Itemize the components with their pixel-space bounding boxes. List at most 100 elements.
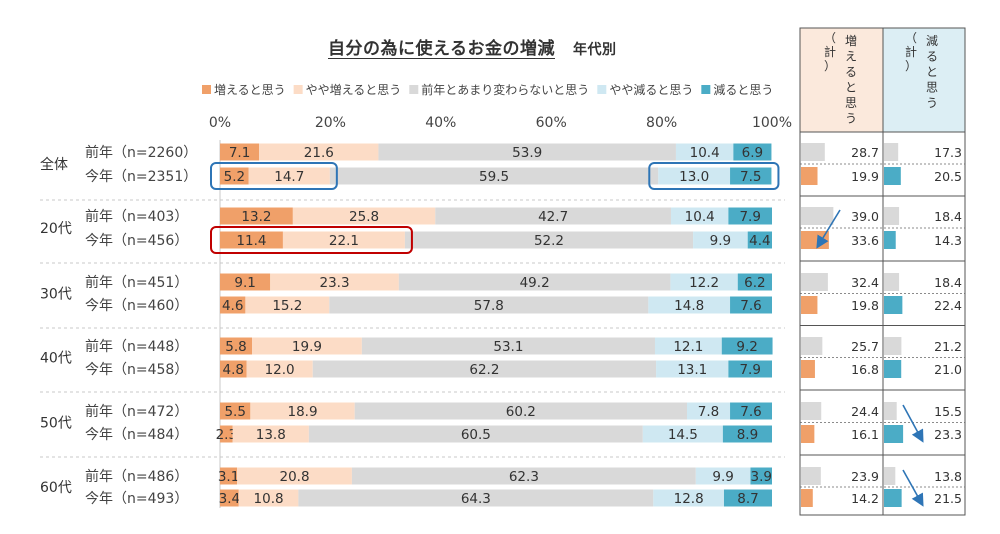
bar-value-label: 3.9 <box>750 469 771 485</box>
panel-bar-decrease-total <box>884 273 900 291</box>
bar-segment-slight_decrease <box>653 489 724 507</box>
bar-value-label: 13.2 <box>241 209 271 225</box>
bar-segment-no_change <box>398 273 671 291</box>
bar-segment-increase <box>220 207 293 225</box>
panel-header-decrease-char: 思 <box>926 81 938 95</box>
bar-value-label: 7.9 <box>739 209 760 225</box>
x-tick-label-0: 0% <box>209 115 231 131</box>
legend-label-decrease: 減ると思う <box>713 82 773 97</box>
panel-bar-decrease-total <box>884 231 896 249</box>
x-tick-label-100: 100% <box>752 115 792 131</box>
bar-value-label: 5.5 <box>224 404 245 420</box>
panel-bar-decrease-total <box>884 360 902 378</box>
panel-bar-increase-total <box>801 402 822 420</box>
panel-header-increase-paren: 計 <box>824 44 836 59</box>
bar-value-label: 64.3 <box>461 491 491 507</box>
bar-segment-slight_decrease <box>658 167 731 185</box>
bar-segment-slight_decrease <box>686 402 731 420</box>
bar-segment-decrease <box>730 296 772 314</box>
panel-value-decrease-total: 23.3 <box>934 427 962 442</box>
bar-segment-no_change <box>351 467 696 485</box>
panel-header-increase-char: る <box>845 65 857 79</box>
panel-value-increase-total: 23.9 <box>851 469 879 484</box>
group-label: 全体 <box>40 156 68 173</box>
bar-value-label: 6.9 <box>742 145 763 161</box>
bar-segment-no_change <box>378 143 676 161</box>
row-label: 前年（n=2260） <box>85 144 197 161</box>
bar-segment-increase <box>220 296 246 314</box>
bar-segment-slight_decrease <box>642 425 723 443</box>
bar-segment-no_change <box>298 489 654 507</box>
panel-bar-increase-total <box>801 467 821 485</box>
bar-value-label: 23.3 <box>320 275 350 291</box>
panel-bar-increase-total <box>801 489 813 507</box>
panel-header-decrease-char: と <box>926 65 938 79</box>
bar-value-label: 62.3 <box>509 469 539 485</box>
bar-segment-no_change <box>354 402 687 420</box>
group-label: 30代 <box>40 287 72 303</box>
panel-value-increase-total: 28.7 <box>851 145 879 160</box>
row-label: 前年（n=451） <box>85 274 188 291</box>
bar-value-label: 22.1 <box>329 233 359 249</box>
panel-header-decrease-char: る <box>926 50 938 64</box>
row-label: 今年（n=493） <box>85 491 188 507</box>
bar-segment-slight_increase <box>252 337 362 355</box>
panel-bar-increase-total <box>801 425 815 443</box>
bar-segment-increase <box>220 360 247 378</box>
bar-segment-no_change <box>312 360 657 378</box>
panel-header-decrease-paren: ） <box>905 59 917 73</box>
panel-header-decrease-bg <box>883 28 965 132</box>
panel-bar-decrease-total <box>884 467 896 485</box>
panel-value-decrease-total: 13.8 <box>934 469 962 484</box>
panel-value-increase-total: 24.4 <box>851 404 879 419</box>
x-tick-label-20: 20% <box>315 115 346 131</box>
bar-segment-decrease <box>722 425 772 443</box>
highlight-box-red <box>210 226 413 254</box>
bar-value-label: 9.9 <box>712 469 733 485</box>
panel-value-decrease-total: 21.5 <box>934 491 962 506</box>
panel-bar-decrease-total <box>884 207 900 225</box>
panel-bar-decrease-total <box>884 402 897 420</box>
x-tick-label-80: 80% <box>646 115 677 131</box>
bar-value-label: 3.1 <box>218 469 239 485</box>
bar-value-label: 12.8 <box>674 491 704 507</box>
bar-segment-decrease <box>733 143 772 161</box>
row-label: 前年（n=472） <box>85 403 188 420</box>
panel-bar-decrease-total <box>884 489 902 507</box>
bar-segment-increase <box>220 489 239 507</box>
legend-label-no_change: 前年とあまり変わらないと思う <box>421 82 589 97</box>
panel-bar-increase-total <box>801 273 828 291</box>
bar-segment-slight_increase <box>237 467 352 485</box>
bar-value-label: 19.9 <box>292 339 322 355</box>
group-label: 50代 <box>40 416 72 432</box>
panel-value-increase-total: 39.0 <box>851 209 879 224</box>
panel-header-increase-paren: ） <box>824 59 836 73</box>
bar-segment-slight_decrease <box>656 360 729 378</box>
row-label: 今年（n=460） <box>85 298 188 314</box>
bar-value-label: 4.4 <box>749 233 770 249</box>
group-label: 40代 <box>40 351 72 367</box>
group-label: 60代 <box>40 480 72 496</box>
bar-segment-decrease <box>747 231 772 249</box>
bar-segment-increase <box>220 231 283 249</box>
legend-swatch-increase <box>202 85 211 94</box>
bar-value-label: 13.8 <box>256 427 286 443</box>
panel-bar-increase-total <box>801 207 834 225</box>
panel-bar-decrease-total <box>884 296 903 314</box>
bar-segment-slight_increase <box>250 402 355 420</box>
bar-value-label: 13.1 <box>677 362 707 378</box>
panel-value-decrease-total: 22.4 <box>934 298 962 313</box>
bar-segment-slight_decrease <box>675 143 734 161</box>
x-tick-label-60: 60% <box>536 115 567 131</box>
panel-value-decrease-total: 17.3 <box>934 145 962 160</box>
bar-segment-increase <box>220 143 260 161</box>
bar-value-label: 14.5 <box>668 427 698 443</box>
bar-value-label: 8.7 <box>737 491 758 507</box>
chart-title-main: 自分の為に使えるお金の増減 <box>328 39 555 59</box>
bar-segment-decrease <box>750 467 772 485</box>
bar-value-label: 14.7 <box>274 169 304 185</box>
legend-swatch-decrease <box>701 85 711 94</box>
panel-bar-decrease-total <box>884 337 902 355</box>
bar-segment-no_change <box>329 167 659 185</box>
